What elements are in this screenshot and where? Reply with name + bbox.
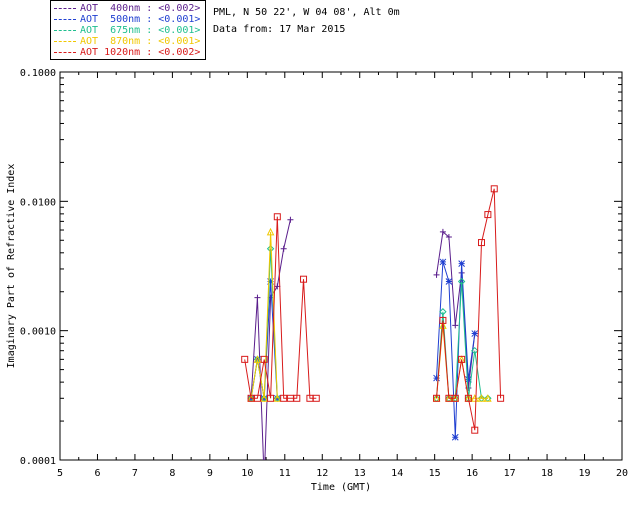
data-point — [445, 278, 453, 285]
data-point — [280, 245, 287, 252]
data-point — [478, 239, 485, 247]
series — [241, 185, 505, 434]
series — [247, 258, 479, 441]
x-tick-label: 16 — [466, 468, 478, 479]
plot-area — [241, 185, 505, 483]
data-point — [273, 213, 281, 221]
x-tick-label: 14 — [391, 468, 403, 479]
x-tick-label: 13 — [354, 468, 366, 479]
data-point — [451, 394, 459, 402]
x-tick-label: 18 — [541, 468, 553, 479]
data-point — [267, 278, 274, 285]
data-point — [433, 374, 440, 382]
data-point — [497, 394, 505, 402]
data-point — [451, 433, 459, 441]
data-point — [439, 316, 447, 324]
legend-label: AOT 400nm : <0.002> — [80, 3, 201, 14]
legend-item: AOT 1020nm : <0.002> — [51, 47, 207, 58]
series-line — [250, 231, 278, 399]
x-tick-label: 8 — [169, 468, 175, 479]
data-point — [439, 321, 447, 329]
y-tick-label: 0.0001 — [20, 456, 56, 467]
data-point — [241, 355, 249, 363]
legend-swatch — [54, 30, 76, 31]
data-point — [280, 394, 288, 402]
data-point — [287, 216, 294, 223]
data-point — [445, 233, 452, 240]
legend-item: AOT 870nm : <0.001> — [51, 36, 207, 47]
data-point — [300, 275, 308, 283]
plot-frame — [59, 71, 623, 461]
y-tick-label: 0.1000 — [20, 68, 56, 79]
x-tick-label: 15 — [429, 468, 441, 479]
series-line — [436, 261, 476, 438]
data-point — [471, 330, 479, 337]
x-tick-label: 7 — [132, 468, 138, 479]
data-point — [260, 355, 268, 363]
data-point — [465, 376, 472, 383]
data-point — [458, 260, 465, 267]
y-tick-label: 0.0100 — [20, 197, 56, 208]
data-point — [439, 258, 447, 266]
legend: AOT 400nm : <0.002> AOT 500nm : <0.001> … — [50, 0, 206, 60]
data-point — [484, 394, 492, 402]
data-point — [267, 394, 275, 402]
legend-item: AOT 400nm : <0.002> — [51, 3, 207, 14]
data-point — [312, 394, 320, 402]
data-point — [457, 277, 466, 286]
site-info: PML, N 50 22', W 04 08', Alt 0m — [213, 7, 400, 18]
data-point — [266, 227, 275, 236]
legend-swatch — [54, 19, 76, 20]
data-point — [452, 322, 459, 329]
x-tick-label: 10 — [241, 468, 253, 479]
legend-swatch — [54, 8, 76, 9]
data-point — [439, 228, 446, 235]
x-tick-label: 17 — [504, 468, 516, 479]
x-tick-label: 9 — [207, 468, 213, 479]
data-point — [273, 394, 282, 402]
data-point — [293, 394, 301, 402]
x-tick-label: 11 — [279, 468, 291, 479]
data-point — [471, 426, 479, 434]
series-line — [436, 188, 502, 431]
legend-label: AOT 675nm : <0.001> — [80, 25, 201, 36]
data-point — [253, 355, 262, 363]
data-point — [477, 394, 486, 402]
data-point — [433, 271, 440, 278]
data-point — [254, 294, 261, 301]
x-tick-label: 19 — [579, 468, 591, 479]
data-point — [490, 185, 498, 193]
series-line — [244, 216, 317, 399]
data-point — [260, 394, 269, 402]
data-point — [484, 211, 492, 219]
data-point — [439, 308, 447, 316]
x-tick-label: 12 — [316, 468, 328, 479]
data-point — [253, 394, 261, 402]
legend-item: AOT 675nm : <0.001> — [51, 25, 207, 36]
data-point — [266, 245, 275, 253]
series — [248, 216, 478, 483]
legend-label: AOT 500nm : <0.001> — [80, 14, 201, 25]
legend-item: AOT 500nm : <0.001> — [51, 14, 207, 25]
legend-swatch — [54, 52, 76, 53]
legend-swatch — [54, 41, 76, 42]
x-axis-label: Time (GMT) — [311, 482, 371, 493]
data-point — [261, 477, 267, 483]
y-axis-label: Imaginary Part of Refractive Index — [6, 164, 17, 369]
data-date: Data from: 17 Mar 2015 — [213, 24, 346, 35]
legend-label: AOT 870nm : <0.001> — [80, 36, 201, 47]
x-tick-label: 20 — [616, 468, 628, 479]
data-point — [433, 394, 441, 402]
x-tick-label: 6 — [94, 468, 100, 479]
y-tick-label: 0.0010 — [20, 327, 56, 338]
x-tick-label: 5 — [57, 468, 63, 479]
data-point — [471, 346, 479, 355]
data-point — [458, 355, 466, 363]
legend-label: AOT 1020nm : <0.002> — [80, 47, 201, 58]
data-point — [464, 394, 472, 402]
series — [247, 245, 492, 402]
